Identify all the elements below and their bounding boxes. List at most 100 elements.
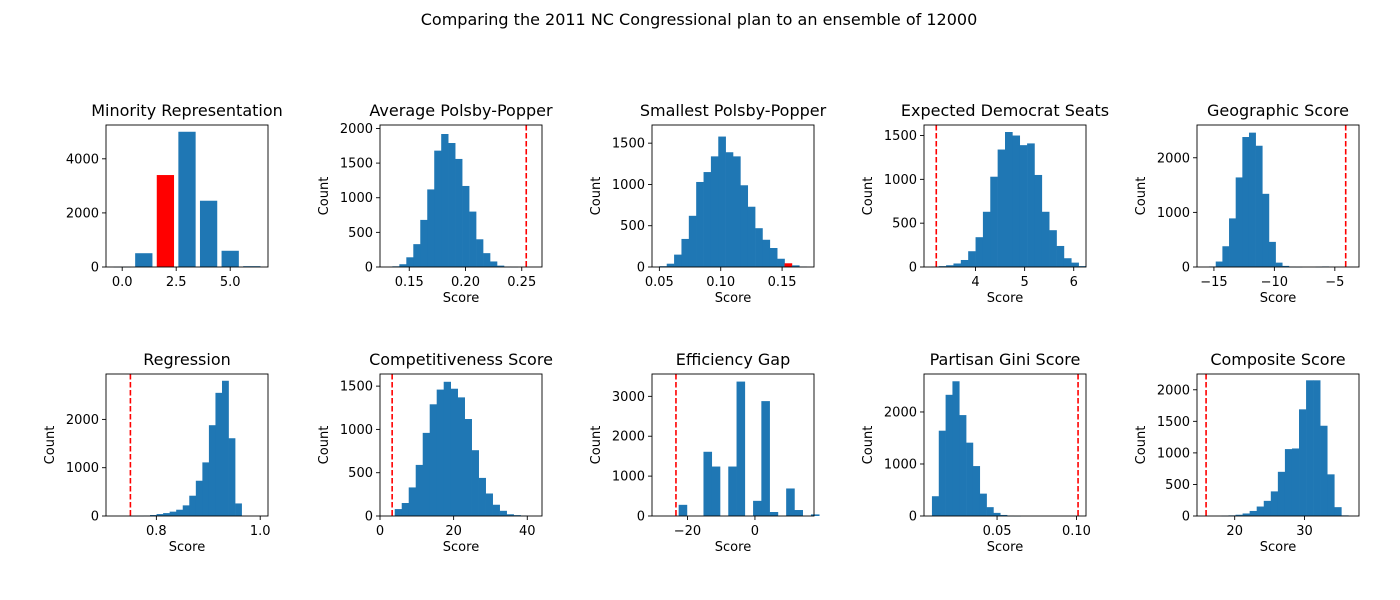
- histogram-bar: [221, 250, 239, 267]
- histogram-bar: [953, 263, 962, 267]
- x-tick-label: 0.0: [112, 275, 133, 290]
- histogram-bar: [755, 228, 763, 267]
- y-tick-label: 1000: [612, 178, 645, 193]
- bar-series: [931, 381, 1022, 517]
- histogram-bar: [1056, 245, 1065, 267]
- histogram-bar: [199, 200, 218, 267]
- x-tick-label: 20: [1226, 524, 1243, 539]
- histogram-bar: [710, 156, 719, 267]
- axes-frame: [651, 373, 815, 517]
- histogram-bar: [413, 244, 421, 267]
- histogram-bar: [762, 239, 771, 267]
- y-tick-label: 1000: [340, 423, 373, 438]
- y-tick-label: 2000: [1157, 383, 1190, 398]
- y-axis-label: Count: [43, 426, 58, 465]
- histogram-bar: [666, 263, 675, 267]
- y-tick-label: 2000: [340, 122, 373, 137]
- histogram-bar: [394, 509, 403, 516]
- histogram-bar: [448, 143, 456, 267]
- x-tick-label: 40: [519, 524, 536, 539]
- histogram-bar: [195, 480, 203, 516]
- histogram-bar: [506, 514, 514, 516]
- histogram-bar: [753, 500, 762, 516]
- x-tick-label: 0.15: [768, 275, 797, 290]
- subplot-10: Composite Score 20 30 0 500 1000 1500 2000 Score…: [1134, 350, 1360, 555]
- histogram-bar: [478, 477, 486, 516]
- histogram-bar: [1215, 261, 1223, 267]
- histogram-bar: [1277, 471, 1286, 516]
- histogram-bar: [711, 466, 721, 516]
- histogram-bar: [1291, 448, 1300, 516]
- x-tick-label: 0: [376, 524, 384, 539]
- y-tick-label: 2000: [884, 405, 917, 420]
- histogram-bar: [979, 493, 987, 516]
- y-axis-label: Count: [1134, 426, 1149, 465]
- histogram-bar: [222, 380, 229, 516]
- y-axis-label: Count: [861, 426, 876, 465]
- subplot-title: Partisan Gini Score: [930, 350, 1081, 369]
- subplot-title: Efficiency Gap: [676, 350, 791, 369]
- histogram-bar: [485, 493, 493, 516]
- bar-series: [1221, 380, 1349, 517]
- histogram-bar: [968, 251, 976, 267]
- histogram-bar: [946, 265, 954, 267]
- x-tick-label: 5.0: [220, 275, 241, 290]
- histogram-bar: [202, 462, 210, 516]
- histogram-bar: [1320, 425, 1328, 516]
- x-axis-label: Score: [1260, 540, 1296, 555]
- histogram-bar: [1327, 474, 1335, 516]
- subplot-8: Efficiency Gap −20 0 0 1000 2000 3000 Score Coun…: [589, 350, 820, 555]
- x-tick-label: 0: [751, 524, 759, 539]
- x-tick-label: 0.10: [706, 275, 735, 290]
- subplot-title: Regression: [143, 350, 231, 369]
- x-tick-label: 4: [971, 275, 979, 290]
- histogram-bar: [1000, 514, 1008, 516]
- y-tick-label: 500: [620, 219, 645, 234]
- histogram-bar: [457, 397, 465, 516]
- x-tick-label: 0.25: [507, 275, 536, 290]
- histogram-bar: [443, 381, 451, 516]
- histogram-bar: [469, 211, 477, 267]
- histogram-bar: [747, 206, 756, 267]
- subplot-3: Smallest Polsby-Popper 0.05 0.10 0.15 0 500 10…: [589, 101, 827, 306]
- histogram-bar: [483, 253, 491, 267]
- histogram-bar: [1249, 510, 1257, 516]
- x-tick-label: 1.0: [250, 524, 271, 539]
- histogram-bar: [959, 415, 967, 516]
- y-tick-label: 1500: [340, 157, 373, 172]
- histogram-bar: [688, 215, 697, 267]
- histogram-bar: [1027, 143, 1035, 267]
- histogram-bar: [777, 258, 785, 267]
- histogram-bar: [791, 265, 800, 267]
- y-axis-label: Count: [317, 177, 332, 216]
- histogram-bar: [1270, 491, 1279, 516]
- subplot-title: Smallest Polsby-Popper: [640, 101, 827, 120]
- histogram-bar: [1299, 409, 1307, 516]
- histogram-bar: [408, 487, 417, 516]
- histogram-bar: [178, 131, 196, 267]
- histogram-bar: [1282, 265, 1290, 267]
- y-tick-label: 1000: [884, 457, 917, 472]
- histogram-bar: [1263, 500, 1272, 516]
- subplot-title: Geographic Score: [1207, 101, 1349, 120]
- histogram-bar: [189, 495, 197, 516]
- histogram-bar: [696, 181, 704, 267]
- x-tick-label: −5: [1325, 275, 1344, 290]
- histogram-bar: [1256, 506, 1265, 516]
- histogram-bar: [182, 505, 190, 516]
- highlighted-bar: [156, 175, 175, 267]
- histogram-bar: [1262, 193, 1270, 267]
- histogram-bar: [990, 176, 998, 267]
- subplot-title: Average Polsby-Popper: [369, 101, 553, 120]
- axes-frame: [379, 124, 543, 268]
- y-tick-label: 500: [1165, 478, 1190, 493]
- axes-frame: [105, 124, 269, 268]
- histogram-bar: [497, 265, 505, 267]
- histogram-bar: [1334, 507, 1342, 516]
- y-tick-label: 1500: [1157, 415, 1190, 430]
- x-axis-label: Score: [443, 540, 479, 555]
- histogram-bar: [678, 504, 688, 516]
- histogram-bar: [794, 510, 803, 516]
- y-tick-label: 2000: [66, 413, 99, 428]
- histogram-bar: [490, 261, 498, 267]
